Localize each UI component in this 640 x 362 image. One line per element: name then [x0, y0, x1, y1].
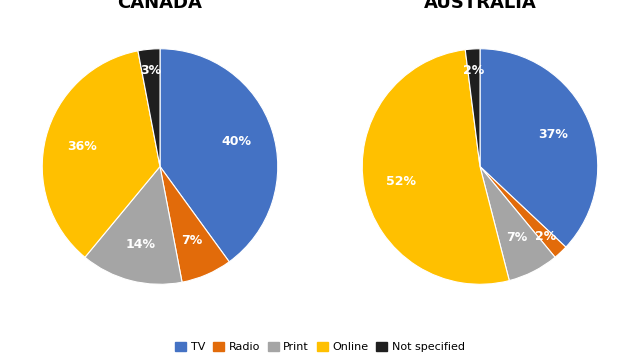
Text: 14%: 14% — [125, 237, 155, 251]
Wedge shape — [362, 50, 509, 284]
Text: 36%: 36% — [68, 140, 97, 153]
Legend: TV, Radio, Print, Online, Not specified: TV, Radio, Print, Online, Not specified — [171, 337, 469, 357]
Wedge shape — [138, 49, 160, 167]
Wedge shape — [160, 167, 229, 282]
Text: 37%: 37% — [538, 128, 568, 141]
Text: 7%: 7% — [181, 233, 202, 247]
Text: 52%: 52% — [387, 175, 417, 188]
Title: AUSTRALIA: AUSTRALIA — [424, 0, 536, 12]
Text: 40%: 40% — [221, 135, 251, 148]
Text: 3%: 3% — [140, 64, 161, 77]
Wedge shape — [85, 167, 182, 284]
Wedge shape — [480, 167, 566, 257]
Text: 7%: 7% — [506, 231, 527, 244]
Title: CANADA: CANADA — [118, 0, 202, 12]
Wedge shape — [465, 49, 480, 167]
Wedge shape — [480, 49, 598, 247]
Wedge shape — [42, 51, 160, 257]
Wedge shape — [480, 167, 555, 281]
Wedge shape — [160, 49, 278, 262]
Text: 2%: 2% — [536, 230, 557, 243]
Text: 2%: 2% — [463, 64, 484, 77]
